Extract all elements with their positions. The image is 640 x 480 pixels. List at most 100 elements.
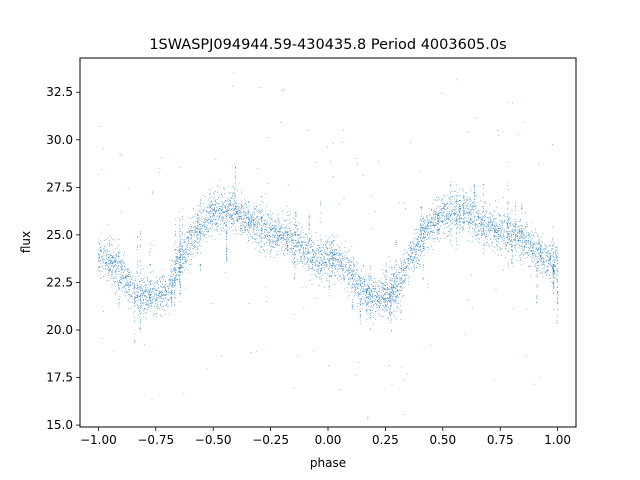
data-point (333, 259, 334, 261)
data-point (548, 274, 550, 276)
data-point (307, 252, 309, 254)
data-point (109, 263, 111, 264)
data-point (532, 237, 534, 239)
data-point (278, 220, 280, 222)
data-point (383, 301, 384, 303)
data-point (469, 203, 471, 205)
data-point (453, 219, 455, 221)
data-point (169, 278, 171, 280)
data-point (469, 212, 471, 214)
data-point (99, 260, 100, 262)
data-point (554, 273, 556, 274)
data-point (264, 235, 266, 236)
data-point (398, 283, 400, 285)
data-point (137, 266, 139, 268)
data-point (543, 248, 544, 250)
data-point (338, 265, 339, 267)
data-point (371, 305, 373, 307)
data-point (160, 314, 161, 316)
data-point (471, 205, 473, 207)
data-point (125, 287, 127, 289)
data-point (379, 287, 381, 289)
data-point (206, 228, 208, 230)
data-point (500, 226, 501, 228)
data-point (271, 229, 272, 231)
data-point (282, 235, 284, 236)
data-point (395, 318, 397, 320)
data-point (359, 283, 361, 284)
data-point (188, 226, 190, 227)
data-point (102, 259, 104, 261)
data-point (411, 261, 413, 263)
data-point (395, 283, 396, 285)
data-point (319, 266, 320, 268)
data-point (462, 188, 464, 190)
data-point (289, 233, 290, 235)
data-point (285, 243, 287, 244)
data-point (267, 227, 269, 229)
data-point (215, 211, 216, 213)
data-point (185, 252, 187, 253)
data-point (343, 275, 345, 277)
data-point (154, 294, 156, 296)
data-point (177, 267, 179, 269)
data-point (394, 277, 395, 279)
data-point (526, 240, 528, 242)
data-point (457, 192, 459, 193)
data-point (113, 262, 115, 264)
data-point (129, 282, 131, 284)
data-point (241, 207, 242, 209)
data-point (424, 231, 425, 233)
data-point (165, 290, 167, 292)
data-point (545, 252, 547, 253)
data-point (517, 239, 519, 241)
data-point (312, 241, 314, 243)
data-point (307, 248, 309, 249)
data-point (517, 236, 518, 237)
data-point (457, 225, 459, 227)
data-point (447, 218, 449, 220)
data-point (382, 296, 383, 298)
data-point (456, 206, 457, 208)
data-point (444, 220, 446, 221)
data-point (480, 223, 482, 225)
data-point (484, 244, 486, 246)
data-point (247, 223, 249, 224)
data-point (547, 246, 549, 247)
data-point (146, 290, 147, 291)
data-point (284, 238, 285, 240)
data-point (497, 228, 499, 229)
data-point (403, 259, 405, 261)
data-point (365, 285, 367, 287)
data-point (192, 248, 194, 249)
data-point (376, 303, 378, 305)
data-point (442, 203, 443, 204)
data-point (135, 301, 136, 302)
data-point (308, 232, 310, 234)
data-point (469, 210, 471, 212)
data-point (484, 233, 486, 234)
data-point (103, 257, 105, 259)
data-point (488, 230, 489, 232)
data-point (245, 212, 247, 214)
data-point (119, 261, 121, 263)
data-point (524, 253, 526, 255)
data-point (359, 277, 361, 279)
data-point (368, 293, 370, 295)
data-point (481, 219, 483, 220)
data-point (246, 206, 248, 208)
data-point (166, 303, 168, 305)
data-point (421, 251, 422, 252)
data-point (485, 232, 487, 233)
data-point (338, 259, 340, 261)
data-point (270, 216, 272, 218)
data-point (128, 289, 129, 290)
data-point (463, 215, 464, 216)
data-point (403, 281, 405, 282)
data-point (468, 211, 470, 213)
data-point (349, 270, 351, 271)
data-point (391, 284, 393, 286)
data-point (519, 238, 521, 239)
data-point (323, 266, 325, 268)
data-point (403, 254, 405, 256)
